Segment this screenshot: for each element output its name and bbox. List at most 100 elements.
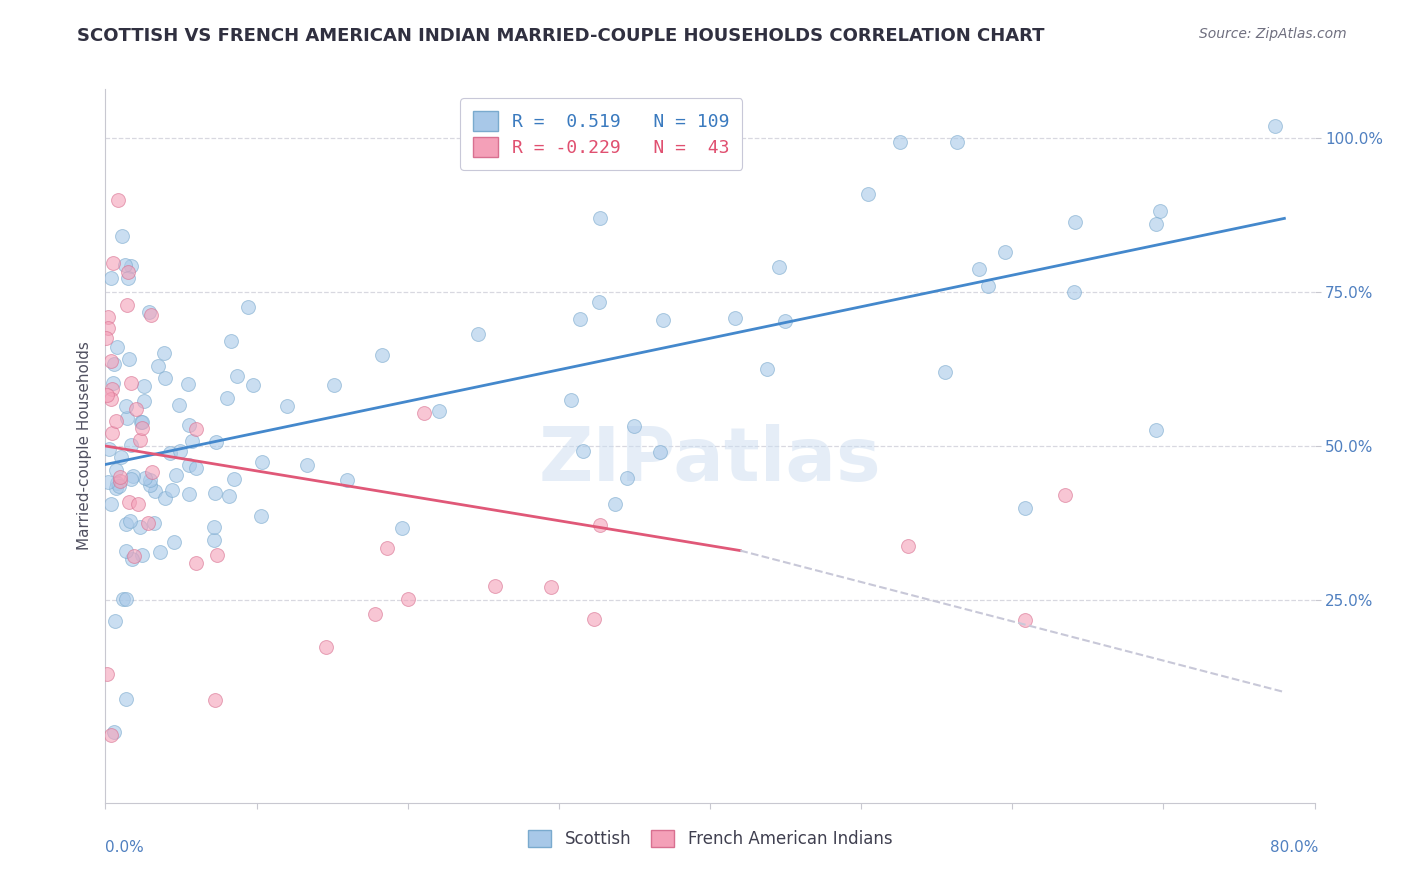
Point [589,211,612,225]
Point [396,591,419,606]
Point [100,353,122,368]
Point [934,365,956,379]
Point [856,186,879,201]
Point [120,472,142,486]
Point [138,305,160,319]
Point [108,474,131,488]
Point [242,378,264,392]
Point [177,377,200,392]
Point [977,279,1000,293]
Point [540,580,562,594]
Point [1149,204,1171,219]
Point [153,371,176,385]
Point [131,415,153,429]
Point [148,359,170,373]
Point [202,520,225,534]
Point [204,486,226,500]
Point [120,438,142,452]
Point [204,693,226,707]
Point [120,259,142,273]
Point [101,255,124,269]
Text: 0.0%: 0.0% [105,840,145,855]
Point [118,495,141,509]
Point [222,472,245,486]
Point [100,497,122,511]
Point [101,382,124,396]
Point [323,378,346,392]
Point [1014,613,1036,627]
Point [249,508,271,523]
Point [100,392,122,406]
Point [129,415,152,429]
Point [315,640,337,655]
Point [110,450,132,465]
Point [131,421,153,435]
Point [96,666,118,681]
Point [204,434,226,449]
Point [179,487,201,501]
Point [143,484,166,499]
Point [117,271,139,285]
Point [724,311,747,326]
Point [132,378,155,392]
Point [1063,215,1085,229]
Point [139,308,162,322]
Point [127,497,149,511]
Point [375,541,398,556]
Point [115,543,138,558]
Point [105,340,128,354]
Point [94,331,117,345]
Point [391,521,413,535]
Point [131,549,153,563]
Point [560,392,582,407]
Point [588,294,610,309]
Point [96,388,118,402]
Text: 80.0%: 80.0% [1271,840,1319,855]
Point [218,488,240,502]
Point [603,497,626,511]
Point [108,479,131,493]
Text: Source: ZipAtlas.com: Source: ZipAtlas.com [1199,27,1347,41]
Point [104,615,127,629]
Point [184,422,207,436]
Point [103,376,125,390]
Point [121,469,143,483]
Point [103,357,125,371]
Point [946,135,969,149]
Point [132,394,155,409]
Point [1144,217,1167,231]
Point [1063,285,1085,299]
Point [648,445,671,459]
Text: ZIPatlas: ZIPatlas [538,424,882,497]
Point [1264,119,1286,133]
Point [582,612,605,626]
Point [97,475,120,489]
Point [768,260,790,274]
Point [104,482,127,496]
Point [138,477,160,491]
Point [589,517,612,532]
Point [160,483,183,497]
Point [100,728,122,742]
Point [114,259,136,273]
Point [152,345,174,359]
Point [295,458,318,472]
Point [134,471,156,485]
Point [467,326,489,341]
Point [755,361,778,376]
Point [897,539,920,553]
Text: SCOTTISH VS FRENCH AMERICAN INDIAN MARRIED-COUPLE HOUSEHOLDS CORRELATION CHART: SCOTTISH VS FRENCH AMERICAN INDIAN MARRI… [77,27,1045,45]
Point [569,311,592,326]
Point [572,444,595,458]
Point [117,265,139,279]
Point [371,348,394,362]
Point [129,433,152,447]
Point [115,692,138,706]
Point [141,466,163,480]
Point [177,418,200,433]
Point [121,376,143,390]
Point [1054,488,1077,502]
Point [114,592,136,607]
Point [149,545,172,559]
Point [136,516,159,530]
